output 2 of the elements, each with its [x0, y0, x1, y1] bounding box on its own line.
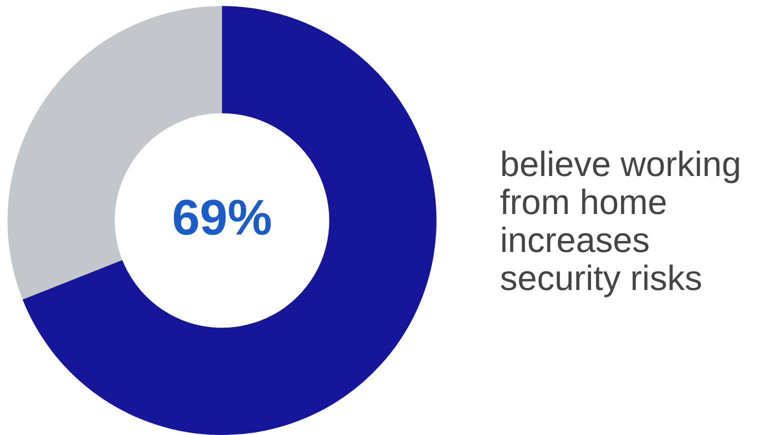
text: believe working from home increases security risks	[500, 145, 742, 298]
data-label: 69%	[172, 189, 272, 246]
